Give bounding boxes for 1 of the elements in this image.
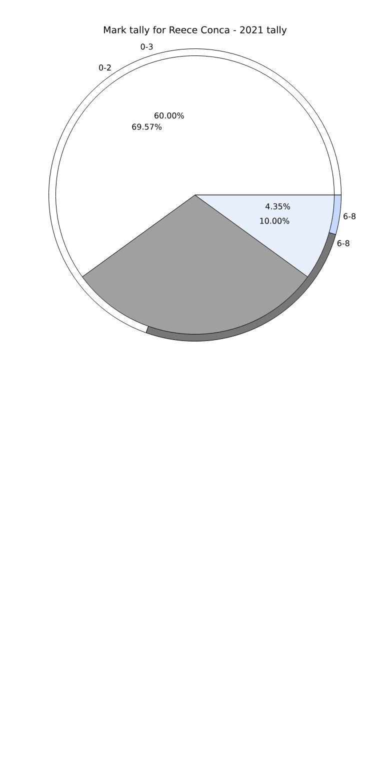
chart-title: Mark tally for Reece Conca - 2021 tally <box>104 26 287 36</box>
